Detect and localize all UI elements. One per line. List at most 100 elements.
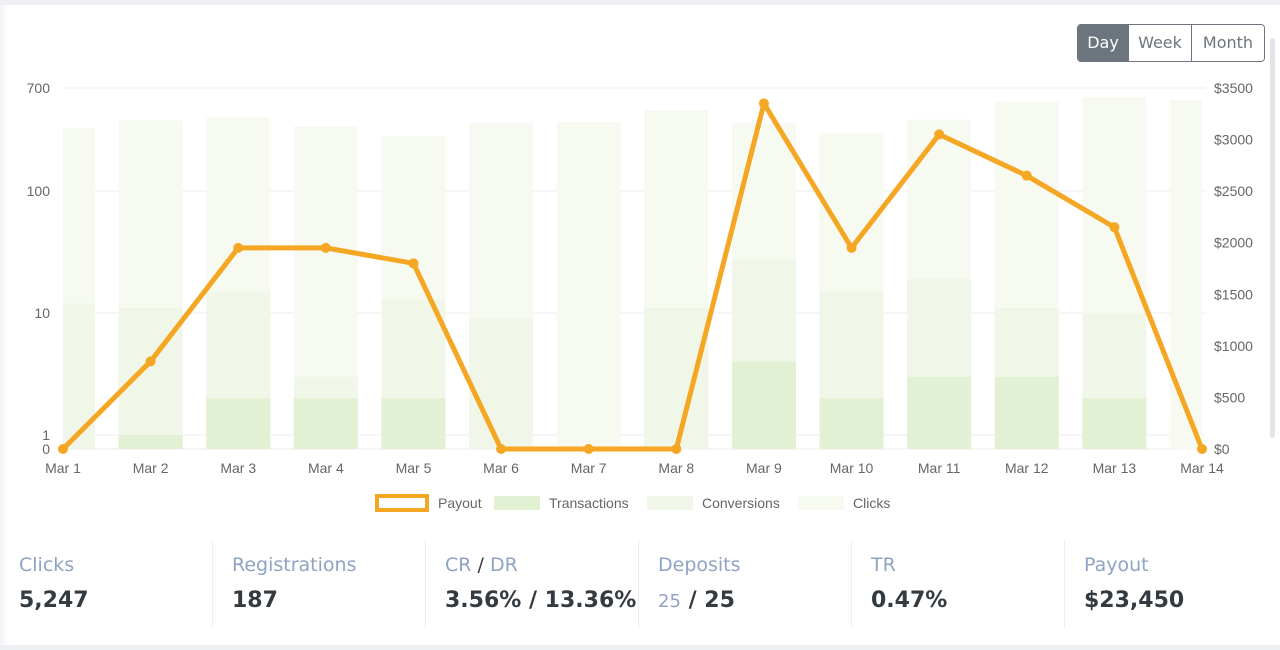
payout-point[interactable] <box>496 444 507 454</box>
x-tick-label: Mar 14 <box>1180 460 1224 476</box>
payout-point[interactable] <box>233 242 244 253</box>
payout-point[interactable] <box>1109 222 1120 233</box>
stat-value: 0.47% <box>871 588 948 613</box>
stat-label: Clicks <box>19 554 75 576</box>
transactions-bar[interactable] <box>118 435 183 449</box>
payout-point[interactable] <box>58 444 68 454</box>
payout-point[interactable] <box>1197 444 1207 454</box>
conversions-bar[interactable] <box>644 307 709 449</box>
x-tick-label: Mar 6 <box>483 460 519 476</box>
value-separator: / <box>688 588 697 613</box>
y-right-tick-label: $0 <box>1214 441 1230 457</box>
stat-value: $23,450 <box>1084 588 1185 613</box>
payout-point[interactable] <box>934 129 945 140</box>
top-divider <box>0 0 1280 5</box>
legend-transactions-swatch <box>494 496 540 510</box>
x-tick-label: Mar 8 <box>658 460 694 476</box>
x-tick-label: Mar 9 <box>746 460 782 476</box>
payout-point[interactable] <box>1021 170 1032 181</box>
stat-payout: Payout $23,450 <box>1065 540 1278 628</box>
month-button[interactable]: Month <box>1191 25 1264 61</box>
stat-value: 3.56% / 13.36% <box>445 588 637 613</box>
y-right-tick-label: $1000 <box>1214 338 1253 354</box>
transactions-bar[interactable] <box>907 376 972 449</box>
payout-point[interactable] <box>583 444 594 454</box>
dr-label: DR <box>489 554 518 576</box>
payout-line <box>61 100 1205 452</box>
clicks-bar[interactable] <box>1170 99 1202 449</box>
y-left-tick-label: 100 <box>27 183 51 199</box>
stat-registrations: Registrations 187 <box>213 540 426 628</box>
x-tick-label: Mar 11 <box>918 460 961 476</box>
stat-label: Payout <box>1084 554 1149 576</box>
legend-payout-label: Payout <box>438 495 482 511</box>
x-tick-label: Mar 10 <box>830 460 874 476</box>
vertical-scrollbar[interactable] <box>1270 38 1275 438</box>
x-tick-label: Mar 4 <box>308 460 344 476</box>
cr-label: CR <box>445 554 472 576</box>
legend-conversions[interactable]: Conversions <box>647 492 780 514</box>
y-right-tick-label: $3500 <box>1214 80 1253 96</box>
clicks-bar[interactable] <box>556 121 621 450</box>
legend-payout[interactable]: Payout <box>375 492 482 514</box>
y-left-tick-label: 10 <box>34 305 50 321</box>
x-tick-label: Mar 3 <box>220 460 256 476</box>
x-tick-label: Mar 2 <box>133 460 169 476</box>
transactions-bar[interactable] <box>731 361 796 449</box>
legend-transactions-label: Transactions <box>549 495 629 511</box>
legend-clicks-swatch <box>798 496 844 510</box>
y-left-tick-label: 0 <box>42 441 50 457</box>
transactions-bar[interactable] <box>206 398 271 449</box>
stat-label: TR <box>871 554 896 576</box>
x-tick-label: Mar 7 <box>571 460 607 476</box>
y-right-tick-label: $2500 <box>1214 183 1253 199</box>
stat-clicks: Clicks 5,247 <box>0 540 213 628</box>
chart-legend: Payout Transactions Conversions Clicks <box>0 492 1280 514</box>
payout-point[interactable] <box>846 242 857 253</box>
legend-conversions-label: Conversions <box>702 495 780 511</box>
week-button[interactable]: Week <box>1128 25 1191 61</box>
transactions-bar[interactable] <box>1082 398 1147 449</box>
y-right-tick-label: $2000 <box>1214 235 1253 251</box>
deposits-first-value: 25 <box>658 591 681 612</box>
conversions-bar[interactable] <box>469 318 534 449</box>
label-separator: / <box>477 554 484 576</box>
y-right-tick-label: $1500 <box>1214 286 1253 302</box>
legend-clicks[interactable]: Clicks <box>798 492 890 514</box>
conversions-bar[interactable] <box>63 303 95 449</box>
bottom-divider <box>0 645 1280 650</box>
stat-value: 5,247 <box>19 588 89 613</box>
day-button[interactable]: Day <box>1078 25 1128 61</box>
stat-label: CR / DR <box>445 554 518 576</box>
stat-deposits: Deposits 25 / 25 <box>639 540 852 628</box>
y-left-tick-label: 700 <box>27 80 51 96</box>
x-tick-label: Mar 12 <box>1005 460 1049 476</box>
y-right-tick-label: $500 <box>1214 389 1245 405</box>
deposits-value: 25 <box>704 588 735 613</box>
payout-point[interactable] <box>145 356 156 367</box>
transactions-bar[interactable] <box>381 398 446 449</box>
stat-value: 187 <box>232 588 278 613</box>
y-left-tick-label: 1 <box>42 427 50 443</box>
x-tick-label: Mar 1 <box>45 460 81 476</box>
stat-tr: TR 0.47% <box>852 540 1065 628</box>
transactions-bar[interactable] <box>819 398 884 449</box>
y-right-tick-label: $3000 <box>1214 132 1253 148</box>
stat-label: Registrations <box>232 554 357 576</box>
stat-cr-dr: CR / DR 3.56% / 13.36% <box>426 540 639 628</box>
payout-point[interactable] <box>320 242 331 253</box>
legend-conversions-swatch <box>647 496 693 510</box>
stats-row: Clicks 5,247 Registrations 187 CR / DR 3… <box>0 540 1280 630</box>
transactions-bar[interactable] <box>293 398 358 449</box>
x-tick-label: Mar 13 <box>1093 460 1137 476</box>
payout-point[interactable] <box>408 258 419 269</box>
x-tick-label: Mar 5 <box>396 460 432 476</box>
legend-transactions[interactable]: Transactions <box>494 492 629 514</box>
legend-payout-swatch <box>375 494 429 512</box>
payout-point[interactable] <box>671 444 682 454</box>
stat-label: Deposits <box>658 554 741 576</box>
payout-point[interactable] <box>758 98 769 109</box>
left-edge-shade <box>0 5 8 645</box>
stat-value: 25 / 25 <box>658 588 735 613</box>
transactions-bar[interactable] <box>994 376 1059 449</box>
